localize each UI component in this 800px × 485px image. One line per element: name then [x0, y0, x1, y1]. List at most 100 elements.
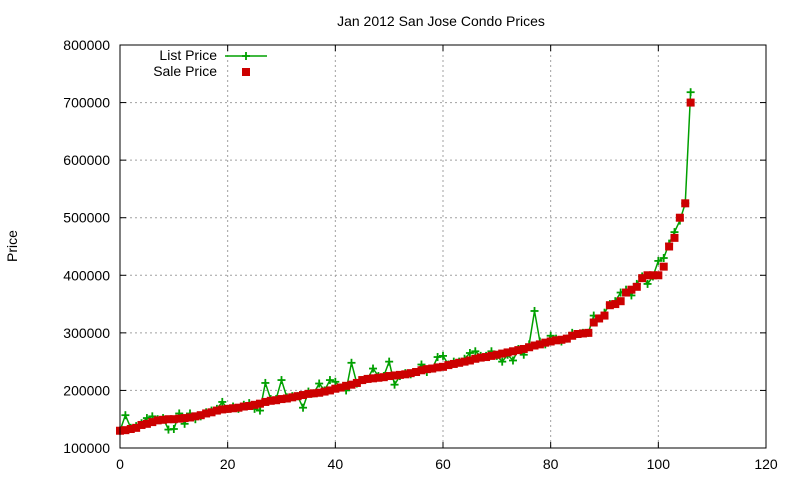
sale-price-point [417, 366, 426, 375]
sale-price-point [455, 358, 464, 367]
sale-price-point [282, 394, 291, 403]
x-tick-label: 60 [435, 456, 451, 472]
sale-price-point [600, 311, 609, 320]
sale-price-point [142, 419, 151, 428]
sale-price-point [153, 416, 162, 425]
sale-price-point [229, 404, 238, 413]
sale-price-point [191, 412, 200, 421]
list-price-line [119, 92, 692, 431]
list-price-point [498, 357, 507, 366]
sale-price-point [546, 337, 555, 346]
sale-price-point [288, 393, 297, 402]
sale-price-point [299, 391, 308, 400]
list-price-point [277, 376, 286, 385]
list-price-point [686, 88, 695, 97]
sale-price-point [137, 420, 146, 429]
sale-price-point [336, 383, 345, 392]
list-price-point [390, 380, 399, 389]
list-price-point [121, 411, 130, 420]
sale-price-point [471, 354, 480, 363]
list-price-point [369, 364, 378, 373]
sale-price-point [492, 350, 501, 359]
sale-price-point [395, 370, 404, 379]
sale-price-point [132, 423, 141, 432]
list-price-point [261, 378, 270, 387]
sale-price-point [675, 213, 684, 222]
sale-price-point [218, 405, 227, 414]
y-tick-label: 100000 [63, 440, 110, 456]
sale-price-point [616, 297, 625, 306]
sale-price-point [681, 199, 690, 208]
sale-price-point [654, 271, 663, 280]
sale-price-point [272, 396, 281, 405]
sale-price-point [503, 348, 512, 357]
sale-price-point [444, 361, 453, 370]
y-tick-label: 500000 [63, 210, 110, 226]
sale-price-point [266, 396, 275, 405]
sale-price-point [573, 330, 582, 339]
sale-price-point [369, 374, 378, 383]
sale-price-point [180, 414, 189, 423]
list-price-point [465, 349, 474, 358]
y-tick-label: 700000 [63, 95, 110, 111]
list-price-point [299, 403, 308, 412]
sale-price-point [622, 288, 631, 297]
sale-price-point [482, 353, 491, 362]
sale-price-point [261, 397, 270, 406]
sale-price-point [202, 409, 211, 418]
sale-price-point [578, 329, 587, 338]
y-tick-label: 800000 [63, 37, 110, 53]
list-price-point [331, 377, 340, 386]
sale-price-point [245, 401, 254, 410]
sale-price-point [196, 411, 205, 420]
x-tick-label: 100 [647, 456, 671, 472]
sale-price-point [159, 415, 168, 424]
list-price-point [530, 306, 539, 315]
sale-price-point [535, 340, 544, 349]
x-tick-label: 120 [754, 456, 778, 472]
x-tick-label: 80 [543, 456, 559, 472]
sale-price-point [611, 300, 620, 309]
sale-price-point [363, 374, 372, 383]
sale-price-point [358, 376, 367, 385]
sale-price-point [148, 418, 157, 427]
sale-price-point [126, 425, 135, 434]
y-tick-label: 400000 [63, 267, 110, 283]
sale-price-point [320, 387, 329, 396]
list-price-point [347, 358, 356, 367]
x-tick-label: 40 [328, 456, 344, 472]
sale-price-point [212, 406, 221, 415]
y-tick-label: 300000 [63, 325, 110, 341]
sale-price-point [670, 233, 679, 242]
sale-price-point [207, 408, 216, 417]
sale-price-point [342, 381, 351, 390]
legend-label-sale-price: Sale Price [153, 63, 217, 79]
sale-price-point [632, 282, 641, 291]
list-price-point [471, 347, 480, 356]
list-price-point [255, 406, 264, 415]
sale-price-point [648, 271, 657, 280]
sale-price-point [390, 371, 399, 380]
sale-price-point [406, 369, 415, 378]
sale-price-point [239, 402, 248, 411]
legend-label-list-price: List Price [159, 47, 217, 63]
sale-price-point [525, 343, 534, 352]
list-price-point [643, 279, 652, 288]
list-price-point [385, 357, 394, 366]
sale-price-point [584, 328, 593, 337]
y-tick-label: 600000 [63, 152, 110, 168]
sale-price-point [428, 364, 437, 373]
sale-price-point [638, 274, 647, 283]
sale-price-point [304, 389, 313, 398]
sale-price-point [422, 365, 431, 374]
sale-price-point [331, 384, 340, 393]
sale-price-point [352, 378, 361, 387]
list-price-point [169, 425, 178, 434]
sale-price-point [433, 363, 442, 372]
sale-price-point [325, 386, 334, 395]
list-price-point [218, 397, 227, 406]
sale-price-point [557, 335, 566, 344]
sale-price-point [562, 334, 571, 343]
